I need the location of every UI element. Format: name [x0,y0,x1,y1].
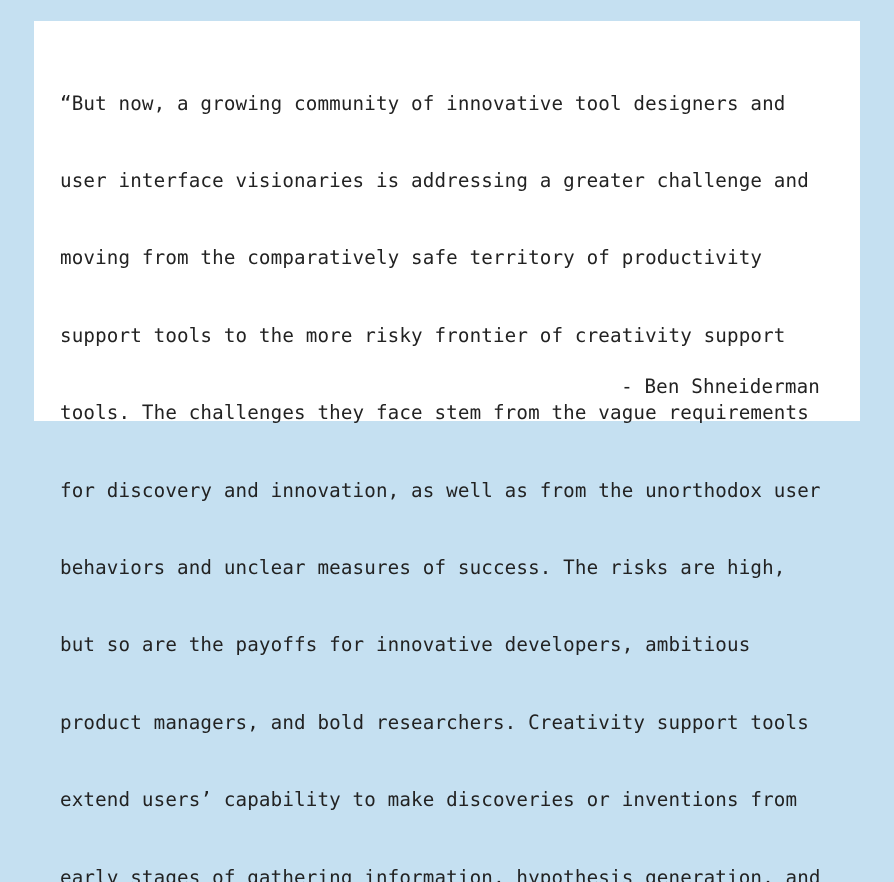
quote-line-7: behaviors and unclear measures of succes… [60,555,850,581]
quote-line-6: for discovery and innovation, as well as… [60,478,850,504]
quote-text: “But now, a growing community of innovat… [60,39,850,882]
quote-line-3: moving from the comparatively safe terri… [60,245,850,271]
quote-line-8: but so are the payoffs for innovative de… [60,632,850,658]
quote-line-1: “But now, a growing community of innovat… [60,91,850,117]
quote-line-11: early stages of gathering information, h… [60,865,850,882]
quote-line-9: product managers, and bold researchers. … [60,710,850,736]
quote-attribution: - Ben Shneiderman [621,374,820,400]
quote-line-4: support tools to the more risky frontier… [60,323,850,349]
quote-line-5: tools. The challenges they face stem fro… [60,400,850,426]
quote-line-2: user interface visionaries is addressing… [60,168,850,194]
quote-card: “But now, a growing community of innovat… [34,21,860,421]
quote-line-10: extend users’ capability to make discove… [60,787,850,813]
